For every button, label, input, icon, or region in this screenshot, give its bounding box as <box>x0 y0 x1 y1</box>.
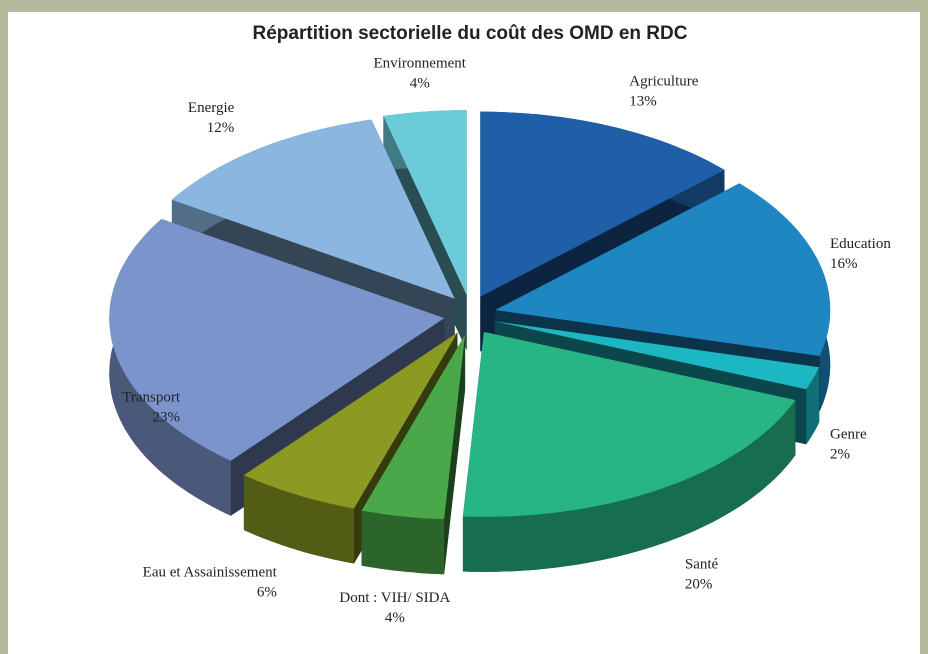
slice-label: Environnement <box>373 55 466 71</box>
slice-label: Eau et Assainissement <box>143 564 278 580</box>
slice-label: Energie <box>188 100 235 116</box>
pie-slice-group <box>361 334 466 575</box>
slice-value-label: 2% <box>830 447 850 463</box>
slice-value-label: 16% <box>830 256 858 272</box>
slice-label: Genre <box>830 427 867 443</box>
pie-slice-side <box>361 510 445 575</box>
slice-value-label: 13% <box>629 93 657 109</box>
pie-slice <box>495 183 831 356</box>
slice-label: Dont : VIH/ SIDA <box>339 590 450 606</box>
pie-slice <box>480 111 725 297</box>
chart-title: Répartition sectorielle du coût des OMD … <box>253 23 688 44</box>
slice-label: Agriculture <box>629 73 698 89</box>
pie-slice <box>109 219 445 461</box>
pie-slice <box>171 119 455 299</box>
slice-label: Santé <box>685 557 719 573</box>
slice-value-label: 12% <box>207 120 235 136</box>
pie-slice-group <box>462 331 796 572</box>
pie-slice <box>494 321 820 390</box>
pie-slice-side <box>462 400 796 572</box>
slice-value-label: 4% <box>410 75 430 91</box>
pie-slice-side <box>806 367 820 445</box>
pie-slice <box>361 334 466 520</box>
pie-slice <box>462 331 796 517</box>
slice-label: Education <box>830 236 891 252</box>
pie-slice <box>383 110 467 296</box>
slice-value-label: 4% <box>385 610 405 626</box>
slice-value-label: 6% <box>257 584 277 600</box>
pie-slice <box>243 332 458 509</box>
slice-value-label: 23% <box>153 409 181 425</box>
slice-value-label: 20% <box>685 577 713 593</box>
slice-label: Transport <box>122 389 181 405</box>
pie-slice-side <box>243 475 354 564</box>
